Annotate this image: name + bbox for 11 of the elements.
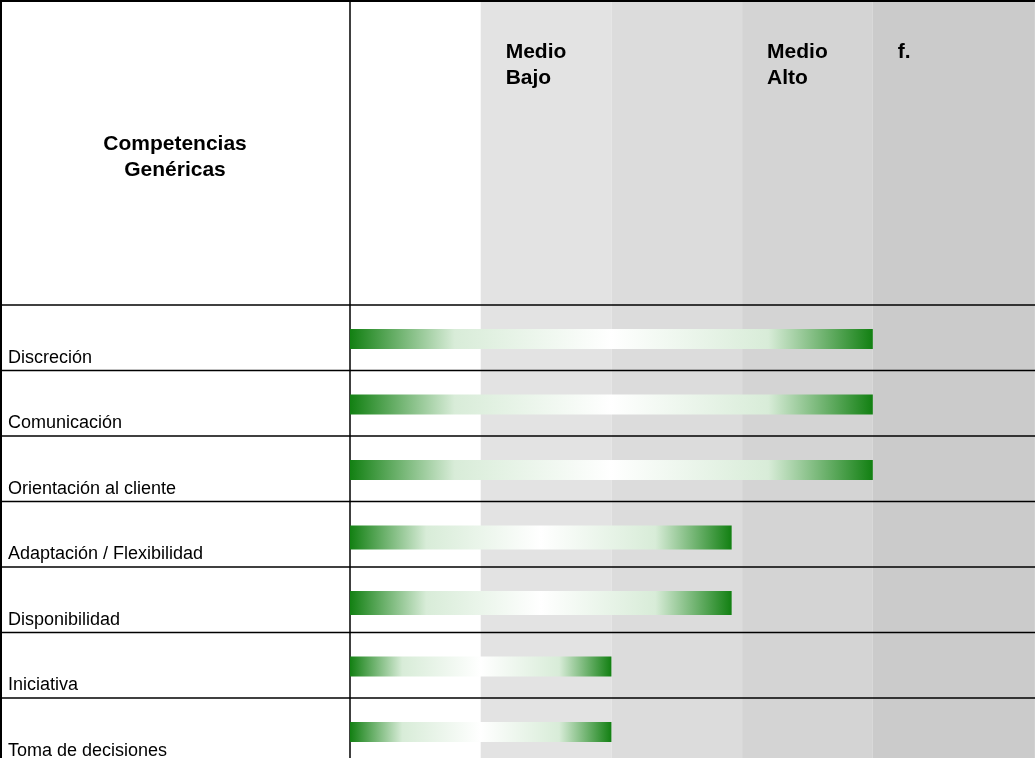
y-tick-label: Iniciativa bbox=[8, 674, 80, 694]
band-label: f. bbox=[897, 39, 911, 62]
y-tick-label: Toma de decisiones bbox=[8, 739, 168, 758]
band-label: Medio Alto bbox=[767, 39, 828, 88]
y-tick-label: Disponibilidad bbox=[8, 608, 121, 629]
y-tick-label: Discreción bbox=[8, 346, 93, 367]
y-tick-label: Adaptación / Flexibilidad bbox=[8, 543, 204, 563]
text: Competencias Genéricas bbox=[103, 131, 247, 180]
y-tick-label: Orientación al cliente bbox=[8, 477, 177, 498]
y-tick-label: Comunicación bbox=[8, 412, 123, 432]
band-label: Medio Bajo bbox=[505, 39, 567, 88]
